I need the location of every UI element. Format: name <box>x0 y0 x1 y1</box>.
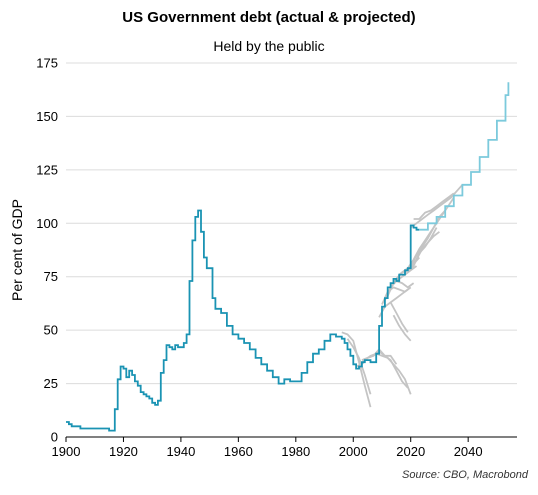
y-tick-label: 150 <box>36 109 58 124</box>
series-lines-group <box>66 82 510 432</box>
past-projection-line <box>389 301 409 333</box>
past-projection-line <box>413 192 455 220</box>
projected-debt-line <box>419 82 510 231</box>
past-projection-line <box>398 231 440 276</box>
past-projections-group <box>341 184 464 408</box>
x-tick-label: 2020 <box>396 444 425 459</box>
x-tick-label: 1940 <box>166 444 195 459</box>
past-projection-line <box>346 338 372 395</box>
axes-group <box>65 436 517 442</box>
x-tick-label: 1920 <box>109 444 138 459</box>
y-tick-label: 25 <box>44 376 58 391</box>
x-tick-label: 2040 <box>454 444 483 459</box>
x-tick-label: 1900 <box>52 444 81 459</box>
actual-debt-line <box>66 209 420 432</box>
gridlines <box>66 62 517 385</box>
x-tick-label: 2000 <box>339 444 368 459</box>
y-tick-label: 125 <box>36 162 58 177</box>
source-note: Source: CBO, Macrobond <box>402 469 528 481</box>
chart-title: US Government debt (actual & projected) <box>122 9 416 26</box>
past-projection-line <box>378 288 409 318</box>
x-tick-label: 1960 <box>224 444 253 459</box>
y-tick-label: 50 <box>44 323 58 338</box>
past-projection-line <box>404 209 446 273</box>
x-tick-label: 1980 <box>281 444 310 459</box>
y-tick-label: 0 <box>51 430 58 445</box>
tick-labels-group: 0 25 50 75 100 125 150 175 1900 1920 1940 1960 1980 2… <box>36 56 482 460</box>
y-tick-label: 175 <box>36 56 58 71</box>
y-tick-label: 100 <box>36 216 58 231</box>
past-projection-line <box>392 314 412 342</box>
y-tick-label: 75 <box>44 269 58 284</box>
past-projection-line <box>407 197 455 269</box>
chart-subtitle: Held by the public <box>213 38 325 54</box>
